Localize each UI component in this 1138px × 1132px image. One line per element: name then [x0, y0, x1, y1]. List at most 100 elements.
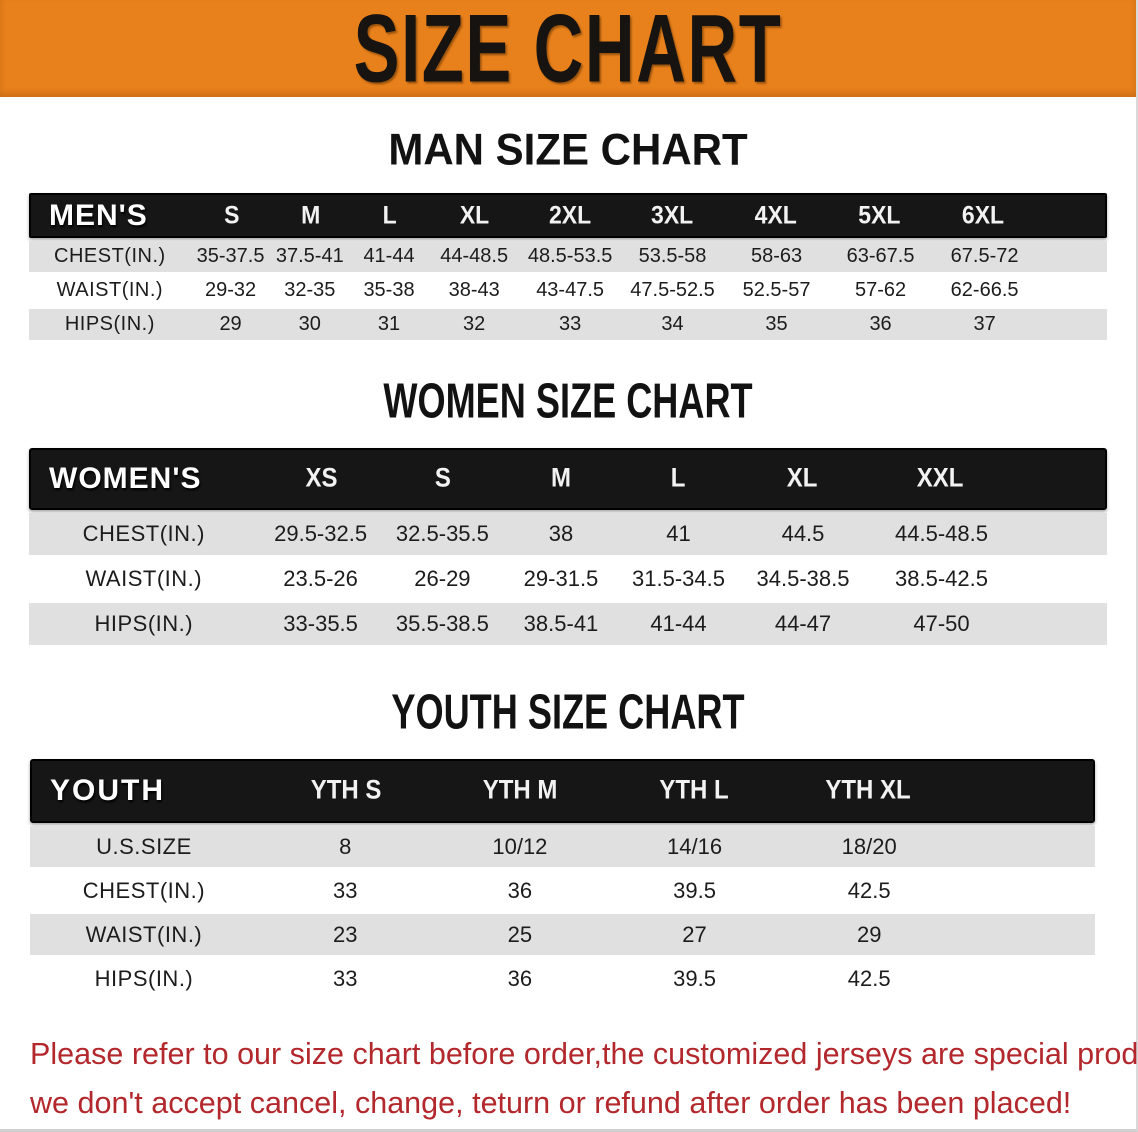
table-cell: 29-32: [204, 279, 257, 301]
row-label: U.S.SIZE: [96, 833, 192, 859]
table-cell: 25: [507, 921, 533, 947]
table-cell: 62-66.5: [950, 279, 1019, 301]
row-label: WAIST(IN.): [85, 566, 203, 591]
disclaimer-line-2: we don't accept cancel, change, teturn o…: [30, 1085, 1072, 1120]
men-column-header-6: 4XL: [754, 200, 797, 230]
men-row-hips-in: HIPS(IN.) 29 30 31 32 33 34 35 36 37: [29, 309, 1107, 340]
table-cell: 33-35.5: [283, 611, 358, 636]
women-table-title: WOMEN'S: [49, 462, 202, 495]
row-label: WAIST(IN.): [56, 279, 164, 301]
table-cell: 58-63: [750, 245, 803, 267]
table-cell: 35.5-38.5: [395, 611, 489, 636]
table-cell: 39.5: [673, 965, 716, 991]
table-cell: 38.5-42.5: [895, 566, 988, 591]
table-cell: 29: [856, 921, 882, 947]
table-cell: 37: [973, 313, 996, 335]
row-label: WAIST(IN.): [85, 921, 203, 947]
table-cell: 41-44: [650, 611, 707, 636]
row-label: CHEST(IN.): [82, 877, 206, 903]
table-cell: 30: [298, 313, 321, 335]
title-banner: SIZE CHART: [0, 0, 1136, 97]
table-cell: 57-62: [854, 279, 907, 301]
women-row-waist-in: WAIST(IN.) 23.5-26 26-29 29-31.5 31.5-34.5 34…: [29, 558, 1107, 600]
table-cell: 32: [463, 313, 486, 335]
men-section-heading: MAN SIZE CHART: [388, 124, 748, 175]
men-row-chest-in: CHEST(IN.) 35-37.5 37.5-41 41-44 44-48.5 48.5…: [29, 241, 1107, 272]
men-table-header-row: MEN'S S M L XL 2XL 3XL 4XL 5XL 6XL: [29, 193, 1107, 238]
table-cell: 36: [507, 877, 533, 903]
table-cell: 29.5-32.5: [274, 521, 368, 546]
youth-table-header-row: YOUTH YTH S YTH M YTH L YTH XL: [30, 759, 1095, 823]
youth-column-header-0: YTH S: [310, 775, 382, 806]
table-cell: 37.5-41: [275, 245, 344, 267]
table-cell: 23: [332, 921, 358, 947]
table-cell: 32-35: [284, 279, 336, 301]
table-cell: 29-31.5: [523, 566, 599, 591]
table-cell: 33: [332, 965, 358, 991]
table-cell: 63-67.5: [846, 245, 915, 267]
youth-row-chest-in: CHEST(IN.) 33 36 39.5 42.5: [30, 870, 1095, 911]
women-table-header-row: WOMEN'S XS S M L XL XXL: [29, 448, 1107, 510]
table-cell: 18/20: [841, 833, 897, 859]
youth-section-heading: YOUTH SIZE CHART: [391, 683, 745, 740]
page-title: SIZE CHART: [353, 0, 783, 103]
row-label: CHEST(IN.): [54, 245, 166, 267]
women-column-header-4: XL: [786, 463, 818, 494]
men-size-table: MEN'S S M L XL 2XL 3XL 4XL 5XL 6XL CHEST(IN.) 35-37…: [29, 193, 1107, 340]
table-cell: 23.5-26: [283, 566, 358, 591]
table-cell: 53.5-58: [638, 245, 707, 267]
men-column-header-7: 5XL: [858, 200, 901, 230]
table-cell: 42.5: [847, 965, 891, 991]
row-label: HIPS(IN.): [94, 611, 194, 636]
disclaimer-line-1: Please refer to our size chart before or…: [30, 1036, 1138, 1071]
disclaimer-text: Please refer to our size chart before or…: [30, 1029, 1138, 1127]
table-cell: 48.5-53.5: [527, 245, 613, 267]
table-cell: 41: [666, 521, 691, 546]
table-cell: 42.5: [847, 877, 891, 903]
women-column-header-3: L: [670, 463, 686, 494]
table-cell: 47-50: [913, 611, 970, 636]
table-cell: 44-47: [774, 611, 832, 636]
youth-column-header-1: YTH M: [482, 775, 558, 806]
table-cell: 31.5-34.5: [632, 566, 725, 591]
table-cell: 39.5: [673, 877, 716, 903]
men-column-header-3: XL: [459, 200, 490, 230]
table-cell: 44-48.5: [440, 245, 509, 267]
men-table-title: MEN'S: [49, 198, 148, 232]
table-cell: 47.5-52.5: [630, 279, 715, 301]
women-column-header-0: XS: [305, 463, 338, 494]
table-cell: 41-44: [363, 245, 415, 267]
table-cell: 34.5-38.5: [756, 566, 850, 591]
men-row-waist-in: WAIST(IN.) 29-32 32-35 35-38 38-43 43-47.5 47.…: [29, 275, 1107, 306]
table-cell: 44.5-48.5: [895, 521, 988, 546]
table-cell: 38: [548, 521, 574, 546]
men-column-header-8: 6XL: [961, 200, 1005, 230]
table-cell: 36: [869, 313, 892, 335]
table-cell: 35: [765, 313, 788, 335]
table-cell: 33: [558, 313, 582, 335]
women-row-chest-in: CHEST(IN.) 29.5-32.5 32.5-35.5 38 41 44.5 44.5…: [29, 513, 1107, 555]
youth-row-waist-in: WAIST(IN.) 23 25 27 29: [30, 914, 1095, 955]
men-column-header-5: 3XL: [651, 200, 694, 230]
table-cell: 10/12: [492, 833, 548, 859]
table-cell: 35-38: [363, 279, 415, 301]
men-column-header-2: L: [382, 200, 397, 230]
youth-row-hips-in: HIPS(IN.) 33 36 39.5 42.5: [30, 958, 1095, 999]
women-size-table: WOMEN'S XS S M L XL XXL CHEST(IN.) 29.5-32.5 32.5…: [29, 448, 1107, 645]
women-column-header-1: S: [434, 463, 451, 494]
table-cell: 14/16: [667, 833, 723, 859]
table-cell: 33: [332, 877, 358, 903]
table-cell: 27: [682, 921, 707, 947]
table-cell: 31: [377, 313, 401, 335]
women-row-hips-in: HIPS(IN.) 33-35.5 35.5-38.5 38.5-41 41-44 44-…: [29, 603, 1107, 645]
men-column-header-4: 2XL: [549, 200, 592, 230]
table-cell: 26-29: [414, 566, 471, 591]
table-cell: 43-47.5: [536, 279, 605, 301]
men-column-header-0: S: [224, 200, 240, 230]
table-cell: 8: [339, 833, 352, 859]
table-cell: 38-43: [448, 279, 500, 301]
table-cell: 67.5-72: [950, 245, 1019, 267]
row-label: HIPS(IN.): [94, 965, 194, 991]
youth-row-u-s-size: U.S.SIZE 8 10/12 14/16 18/20: [30, 826, 1095, 867]
